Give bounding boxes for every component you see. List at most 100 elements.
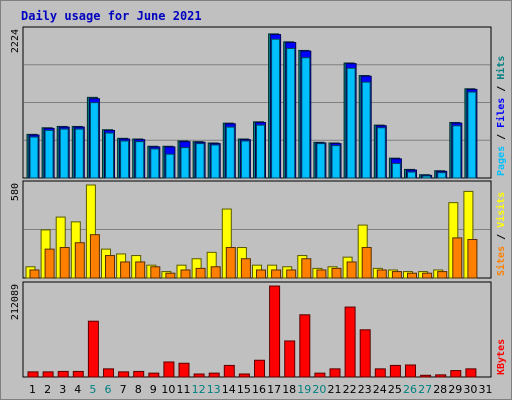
bar-kbytes-day-8 [133, 370, 145, 378]
legend-text: Sites / Visits [495, 192, 507, 276]
bar-sites-day-22 [346, 261, 357, 279]
x-tick-day-27: 27 [418, 383, 432, 396]
x-tick-day-28: 28 [433, 383, 447, 396]
legend-kbytes: KBytes [496, 339, 507, 375]
x-tick-day-20: 20 [312, 383, 326, 396]
bar-pages-day-30 [467, 91, 477, 179]
bar-sites-day-21 [331, 267, 342, 279]
legend-separator: / [496, 128, 507, 146]
x-tick-day-5: 5 [89, 383, 96, 396]
bar-kbytes-day-28 [435, 374, 447, 378]
bar-pages-day-19 [301, 57, 311, 179]
bar-sites-day-23 [361, 247, 372, 279]
bar-pages-day-15 [240, 140, 250, 179]
x-tick-day-17: 17 [267, 383, 281, 396]
bar-pages-day-18 [286, 47, 296, 179]
bar-kbytes-day-26 [405, 364, 416, 378]
bar-kbytes-day-24 [374, 368, 386, 378]
panel-bottom: 212089 KBytes [10, 281, 507, 378]
x-tick-day-19: 19 [297, 383, 311, 396]
x-tick-day-6: 6 [105, 383, 112, 396]
bar-sites-day-30 [467, 239, 478, 279]
bar-kbytes-day-2 [42, 371, 54, 378]
bar-kbytes-day-25 [389, 364, 401, 378]
bar-kbytes-day-13 [208, 372, 220, 378]
x-tick-day-23: 23 [358, 383, 372, 396]
bar-pages-day-1 [29, 136, 39, 179]
bar-pages-day-24 [376, 127, 386, 179]
chart-title: Daily usage for June 2021 [21, 9, 202, 23]
bar-kbytes-day-3 [57, 370, 69, 378]
bar-pages-day-7 [120, 140, 130, 179]
bar-kbytes-day-20 [314, 372, 326, 378]
bar-pages-day-22 [346, 67, 356, 179]
bar-pages-day-29 [452, 125, 462, 179]
bar-pages-day-2 [44, 129, 54, 179]
x-tick-day-18: 18 [282, 383, 296, 396]
bar-pages-day-3 [59, 128, 69, 179]
bar-kbytes-day-1 [27, 371, 39, 378]
bar-pages-day-28 [437, 172, 447, 179]
bar-sites-day-12 [195, 267, 206, 279]
bar-sites-day-5 [89, 234, 100, 279]
bar-pages-day-27 [422, 175, 432, 179]
x-tick-day-15: 15 [237, 383, 251, 396]
legend-bottom: KBytes [496, 339, 507, 375]
legend-sites: Sites [495, 246, 507, 276]
bar-sites-day-24 [376, 269, 387, 279]
bar-sites-day-10 [165, 272, 176, 279]
x-tick-day-24: 24 [373, 383, 387, 396]
bar-kbytes-day-29 [450, 370, 462, 378]
bar-sites-day-11 [180, 269, 191, 279]
bar-pages-day-14 [225, 126, 235, 179]
bar-kbytes-day-14 [223, 364, 235, 378]
legend-files: Files [495, 98, 507, 128]
bar-pages-day-6 [105, 132, 114, 179]
panel-top: 2224 Pages / Files / Hits [10, 26, 507, 179]
bar-pages-day-13 [210, 144, 220, 179]
x-tick-day-12: 12 [192, 383, 206, 396]
bar-sites-day-15 [240, 258, 251, 279]
bar-pages-day-8 [135, 141, 145, 179]
bar-pages-day-23 [361, 81, 371, 179]
bar-kbytes-day-16 [254, 359, 265, 378]
bar-kbytes-day-23 [359, 329, 371, 378]
x-tick-day-31: 31 [479, 383, 493, 396]
bar-pages-day-21 [331, 145, 341, 179]
legend-top: Pages / Files / Hits [495, 56, 507, 176]
bar-pages-day-25 [391, 162, 401, 179]
bar-pages-day-26 [407, 171, 416, 179]
bar-kbytes-day-6 [103, 368, 114, 378]
legend-text: Pages / Files / Hits [495, 56, 507, 176]
x-tick-day-4: 4 [74, 383, 81, 396]
bar-sites-day-6 [105, 255, 115, 279]
bar-kbytes-day-19 [299, 314, 311, 378]
bar-sites-day-29 [452, 237, 463, 279]
bar-sites-day-14 [225, 247, 236, 279]
bar-pages-day-10 [165, 153, 175, 179]
x-tick-day-26: 26 [403, 383, 417, 396]
bar-kbytes-day-4 [72, 370, 84, 378]
bar-sites-day-18 [286, 269, 297, 279]
x-tick-day-9: 9 [150, 383, 157, 396]
bar-pages-day-11 [180, 147, 190, 179]
x-tick-day-29: 29 [448, 383, 462, 396]
bar-sites-day-16 [256, 269, 266, 279]
x-tick-day-14: 14 [222, 383, 236, 396]
bar-kbytes-day-15 [238, 373, 250, 378]
bar-sites-day-27 [422, 272, 433, 279]
legend-separator: / [496, 80, 507, 98]
x-tick-day-13: 13 [207, 383, 221, 396]
bar-kbytes-day-11 [178, 362, 190, 378]
x-tick-day-30: 30 [463, 383, 477, 396]
y-max-label: 580 [10, 183, 21, 201]
x-tick-day-8: 8 [135, 383, 142, 396]
bar-sites-day-1 [29, 269, 40, 279]
bar-pages-day-4 [74, 128, 84, 179]
x-tick-day-7: 7 [120, 383, 127, 396]
bar-pages-day-12 [195, 143, 205, 179]
legend-visits: Visits [495, 192, 507, 228]
y-max-label: 212089 [10, 284, 21, 320]
legend-middle: Sites / Visits [495, 192, 507, 276]
